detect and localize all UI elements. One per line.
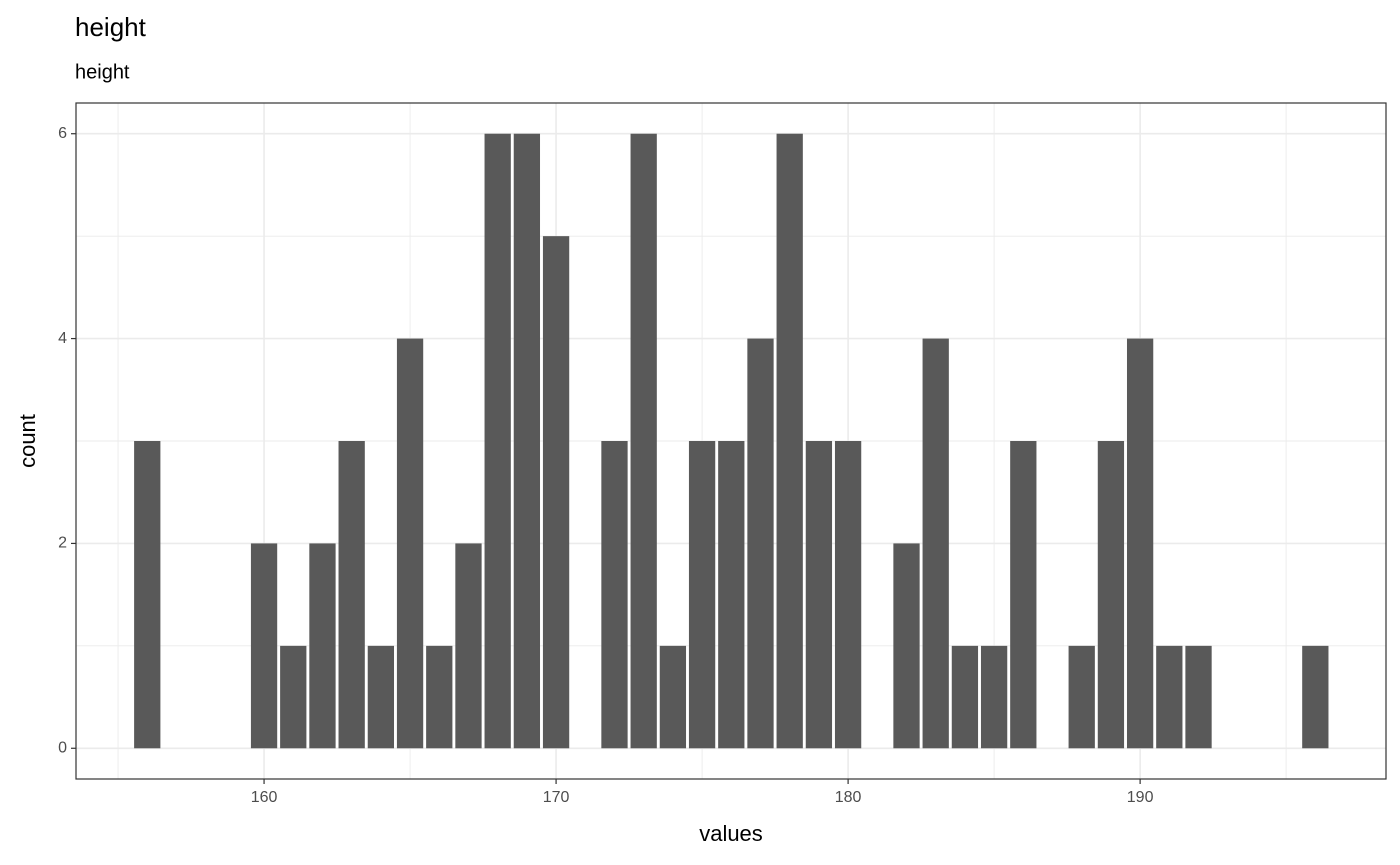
chart-title: height	[75, 12, 147, 42]
bar	[601, 441, 628, 749]
bar	[630, 133, 657, 749]
bar	[280, 645, 307, 749]
y-tick-label: 4	[58, 330, 67, 347]
bar	[367, 645, 395, 749]
bar	[1302, 645, 1329, 749]
bar	[1010, 441, 1037, 749]
bar	[747, 338, 774, 749]
x-tick-label: 190	[1127, 789, 1154, 806]
bar	[776, 133, 803, 749]
bar	[542, 236, 570, 749]
bar	[1185, 645, 1212, 749]
bar	[1126, 338, 1154, 749]
y-tick-label: 2	[58, 535, 67, 552]
bar	[688, 441, 716, 749]
bar	[134, 441, 161, 749]
bar	[1097, 441, 1125, 749]
y-axis-title: count	[15, 414, 40, 468]
x-tick-label: 160	[251, 789, 278, 806]
bar	[396, 338, 424, 749]
bar	[1068, 645, 1095, 749]
bar	[338, 441, 365, 749]
bar	[455, 543, 482, 749]
bar	[834, 441, 862, 749]
bar	[805, 441, 833, 749]
bar	[484, 133, 511, 749]
panel-border	[75, 102, 1387, 780]
bar	[659, 645, 687, 749]
bar	[922, 338, 949, 749]
bar	[426, 645, 453, 749]
bar	[513, 133, 541, 749]
x-tick-label: 170	[543, 789, 570, 806]
bar	[250, 543, 278, 749]
chart-subtitle: height	[75, 61, 130, 83]
bar	[980, 645, 1008, 749]
y-tick-label: 6	[58, 125, 67, 142]
bar	[309, 543, 336, 749]
bar	[951, 645, 979, 749]
x-tick-label: 180	[835, 789, 862, 806]
x-axis-title: values	[699, 821, 763, 846]
bar	[718, 441, 745, 749]
y-tick-label: 0	[58, 739, 67, 756]
bar	[893, 543, 920, 749]
bar	[1156, 645, 1183, 749]
